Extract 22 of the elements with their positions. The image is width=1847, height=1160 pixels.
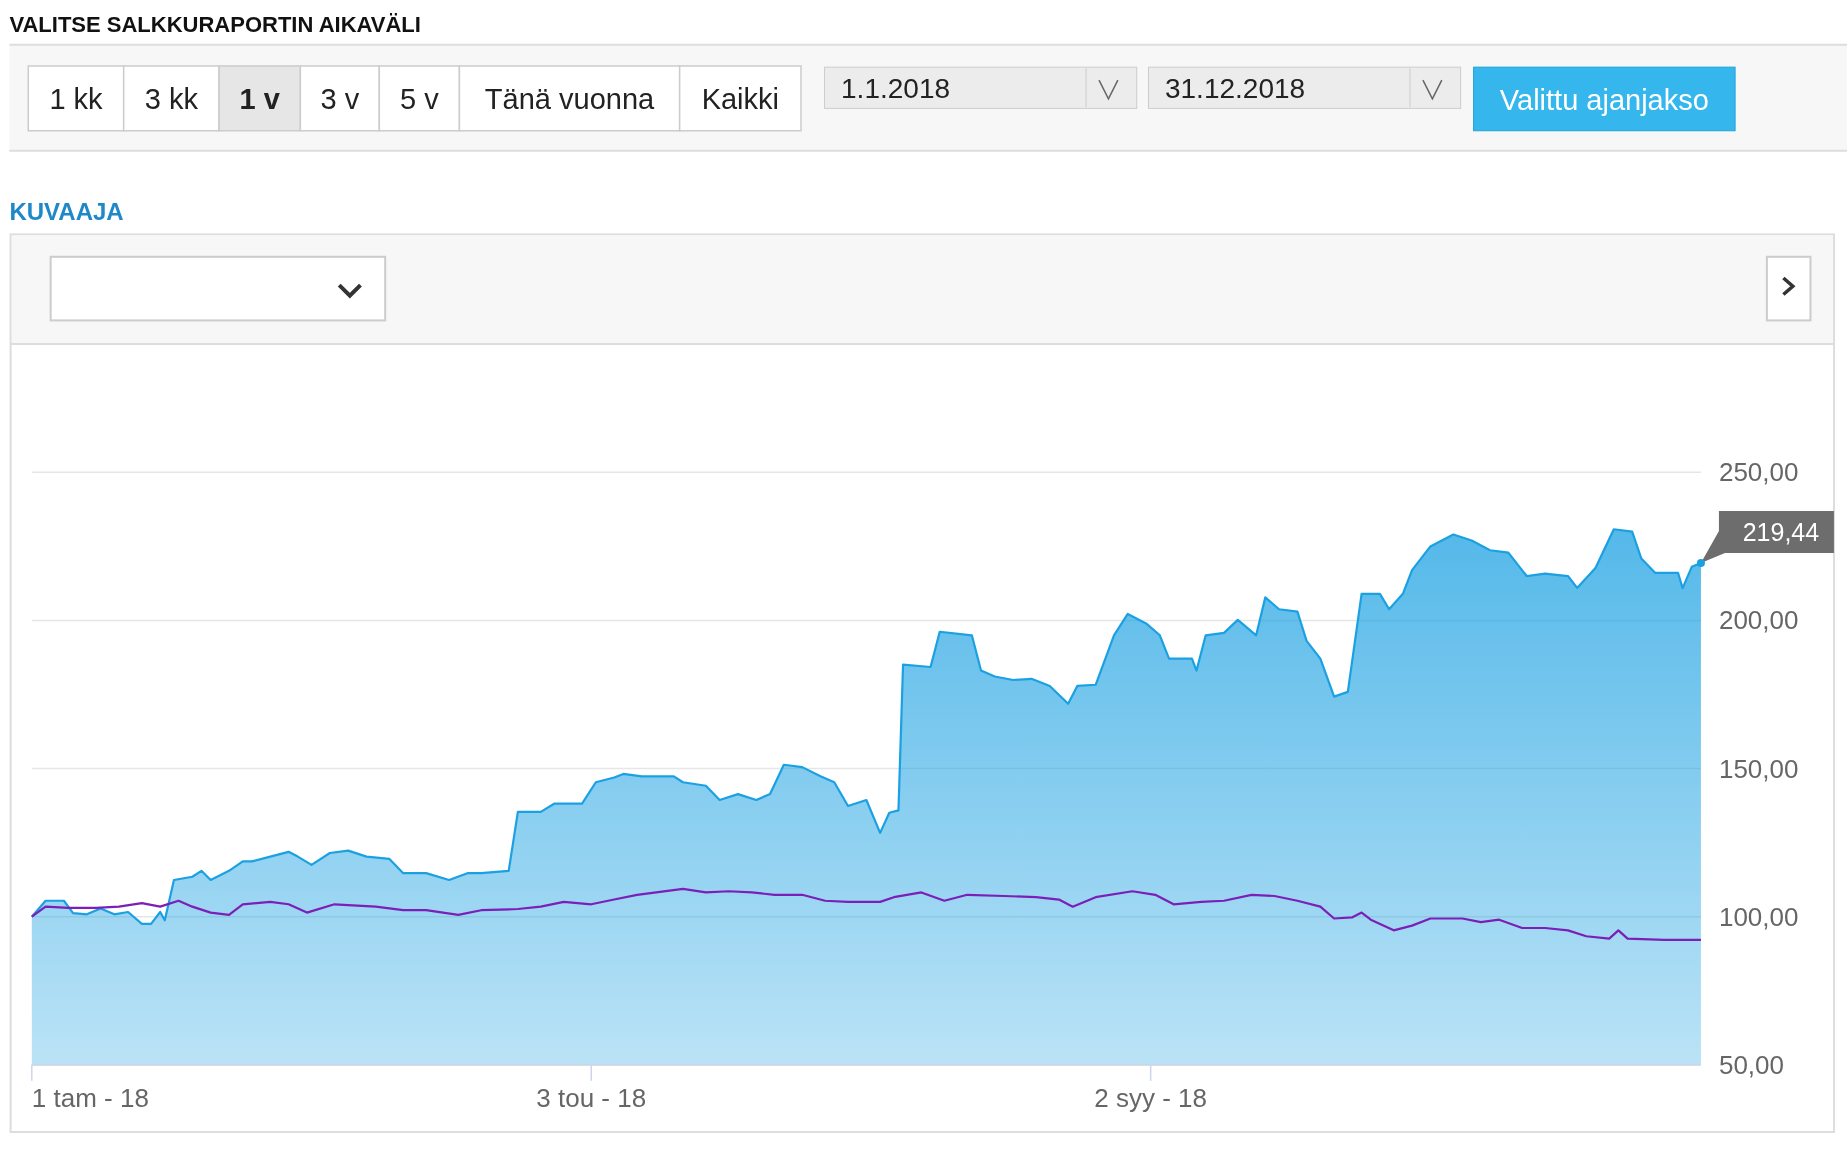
y-tick-label: 250,00	[1718, 457, 1799, 488]
text: 3 v	[320, 82, 360, 115]
y-tick-label: 200,00	[1718, 605, 1799, 636]
text: Tänä vuonna	[484, 82, 656, 115]
text: Valittu ajanjakso	[1499, 84, 1709, 117]
x-tick-label: 1 tam - 18	[31, 1082, 149, 1113]
text: 1.1.2018	[841, 72, 951, 104]
text: 3 kk	[144, 82, 199, 115]
y-tick-label: 50,00	[1718, 1049, 1785, 1080]
x-tick-label: 3 tou - 18	[536, 1082, 647, 1113]
text: 1 v	[239, 82, 280, 115]
y-tick-label: 150,00	[1718, 753, 1799, 784]
line-series	[30, 887, 1703, 941]
x-tick-label: 2 syy - 18	[1094, 1082, 1208, 1113]
text: 5 v	[400, 82, 440, 115]
text: 1 kk	[49, 82, 104, 115]
annotation: 219,44	[1742, 517, 1820, 546]
chart-subtitle: KUVAAJA	[9, 198, 124, 226]
chart-title: VALITSE SALKKURAPORTIN AIKAVÄLI	[9, 11, 421, 37]
y-tick-label: 100,00	[1718, 901, 1799, 932]
text: 31.12.2018	[1164, 72, 1306, 104]
text: Kaikki	[701, 82, 780, 115]
